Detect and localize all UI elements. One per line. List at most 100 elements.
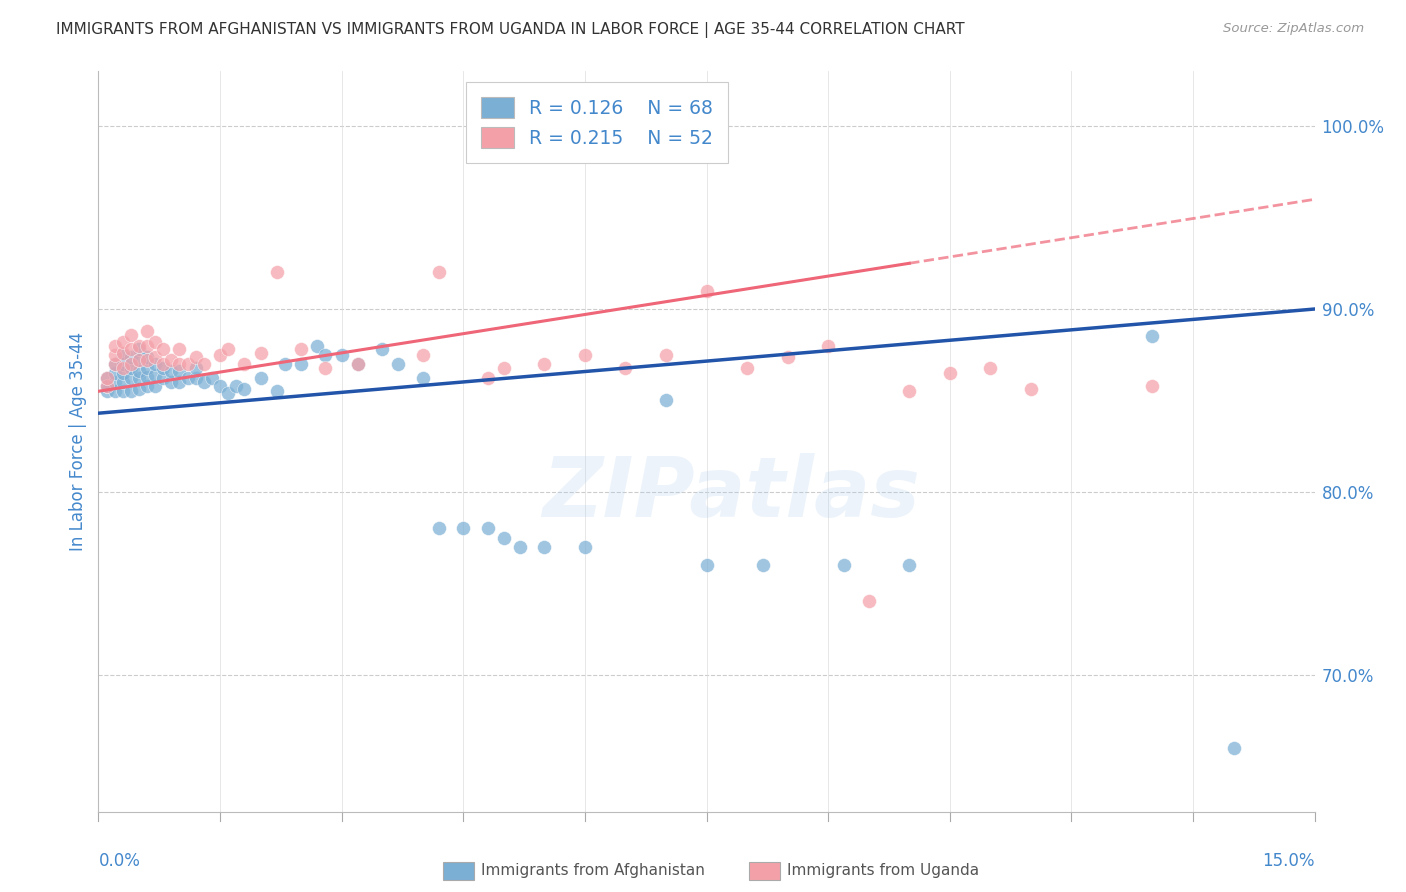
Text: Source: ZipAtlas.com: Source: ZipAtlas.com	[1223, 22, 1364, 36]
Point	[574, 348, 596, 362]
Point	[492, 531, 515, 545]
Point	[477, 521, 499, 535]
Point	[314, 348, 336, 362]
Point	[477, 371, 499, 385]
Point	[249, 346, 271, 360]
Point	[898, 384, 921, 399]
Point	[96, 384, 118, 399]
Point	[347, 357, 370, 371]
Point	[120, 343, 142, 357]
Point	[412, 348, 434, 362]
Point	[120, 360, 142, 375]
Text: 0.0%: 0.0%	[98, 852, 141, 870]
Point	[314, 360, 336, 375]
Point	[427, 521, 450, 535]
Point	[330, 348, 353, 362]
Y-axis label: In Labor Force | Age 35-44: In Labor Force | Age 35-44	[69, 332, 87, 551]
Point	[128, 343, 150, 357]
Point	[614, 360, 637, 375]
Point	[201, 371, 224, 385]
Point	[834, 558, 856, 572]
Point	[209, 378, 232, 392]
Point	[111, 346, 134, 360]
Point	[136, 378, 159, 392]
Point	[160, 375, 183, 389]
Bar	[749, 862, 780, 880]
Point	[752, 558, 775, 572]
Point	[184, 350, 207, 364]
Point	[128, 383, 150, 397]
Text: IMMIGRANTS FROM AFGHANISTAN VS IMMIGRANTS FROM UGANDA IN LABOR FORCE | AGE 35-44: IMMIGRANTS FROM AFGHANISTAN VS IMMIGRANT…	[56, 22, 965, 38]
Point	[347, 357, 370, 371]
Point	[979, 360, 1001, 375]
Point	[492, 360, 515, 375]
Point	[96, 378, 118, 392]
Point	[152, 357, 174, 371]
Point	[104, 357, 127, 371]
Point	[104, 366, 127, 380]
Point	[655, 393, 678, 408]
Point	[143, 368, 166, 382]
Point	[111, 366, 134, 380]
Point	[574, 540, 596, 554]
Point	[120, 371, 142, 385]
Point	[1222, 740, 1244, 755]
Point	[176, 371, 198, 385]
Text: Immigrants from Uganda: Immigrants from Uganda	[787, 863, 980, 878]
Point	[104, 375, 127, 389]
Point	[193, 375, 215, 389]
Point	[136, 350, 159, 364]
Point	[152, 360, 174, 375]
Point	[160, 364, 183, 378]
Point	[225, 378, 247, 392]
Point	[209, 348, 232, 362]
Point	[1142, 378, 1164, 392]
Point	[143, 378, 166, 392]
Point	[193, 357, 215, 371]
Point	[120, 357, 142, 371]
Point	[1142, 329, 1164, 343]
Point	[143, 357, 166, 371]
Point	[96, 378, 118, 392]
Point	[266, 265, 288, 279]
Point	[136, 324, 159, 338]
Point	[152, 343, 174, 357]
Point	[104, 348, 127, 362]
Point	[96, 371, 118, 385]
Point	[274, 357, 297, 371]
Point	[128, 364, 150, 378]
Point	[111, 348, 134, 362]
Point	[160, 353, 183, 368]
Point	[217, 343, 239, 357]
Point	[176, 357, 198, 371]
Text: ZIPatlas: ZIPatlas	[541, 453, 920, 534]
Point	[136, 338, 159, 352]
Point	[143, 350, 166, 364]
Point	[104, 384, 127, 399]
Legend: R = 0.126    N = 68, R = 0.215    N = 52: R = 0.126 N = 68, R = 0.215 N = 52	[465, 82, 728, 162]
Point	[104, 357, 127, 371]
Point	[120, 327, 142, 342]
Point	[533, 357, 555, 371]
Point	[169, 343, 191, 357]
Point	[371, 343, 394, 357]
Point	[290, 343, 312, 357]
Point	[184, 360, 207, 375]
Point	[111, 384, 134, 399]
Point	[387, 357, 409, 371]
Point	[169, 364, 191, 378]
Point	[735, 360, 758, 375]
Text: 15.0%: 15.0%	[1263, 852, 1315, 870]
Point	[249, 371, 271, 385]
Point	[412, 371, 434, 385]
Point	[111, 375, 134, 389]
Point	[817, 338, 839, 352]
Point	[453, 521, 475, 535]
Point	[696, 558, 718, 572]
Point	[233, 357, 256, 371]
Point	[120, 350, 142, 364]
Point	[128, 338, 150, 352]
Point	[120, 384, 142, 399]
Point	[111, 360, 134, 375]
Point	[307, 338, 329, 352]
